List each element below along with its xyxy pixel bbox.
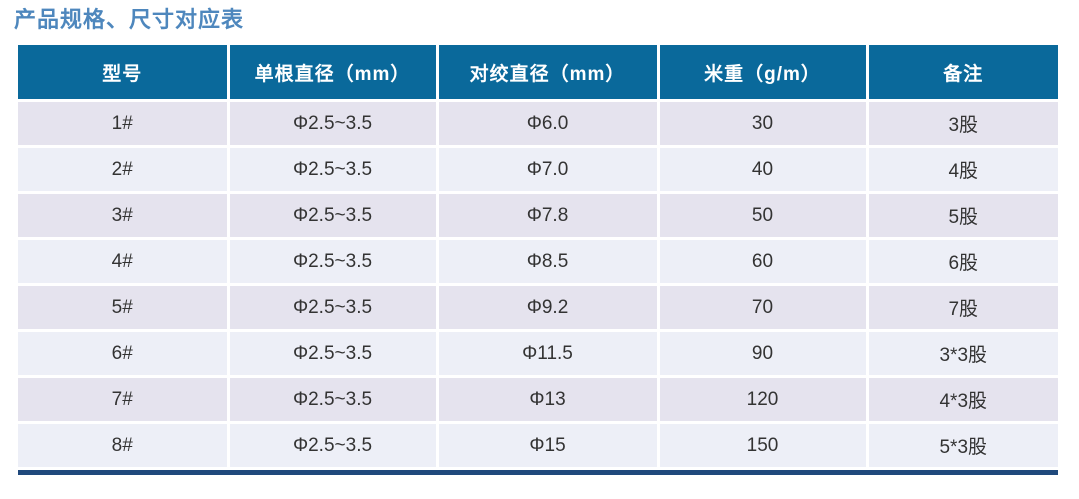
table-cell: 3*3股 <box>865 329 1058 378</box>
table-cell: 30 <box>656 99 869 148</box>
table-cell: Φ2.5~3.5 <box>226 99 439 148</box>
page-title: 产品规格、尺寸对应表 <box>14 7 245 32</box>
header-row: 型号 单根直径（mm） 对绞直径（mm） 米重（g/m） 备注 <box>18 45 1058 102</box>
header-remarks: 备注 <box>865 45 1058 102</box>
table-cell: 1# <box>18 99 230 148</box>
table-cell: Φ2.5~3.5 <box>226 283 439 332</box>
table-row: 1# Φ2.5~3.5 Φ6.0 30 3股 <box>18 99 1058 148</box>
header-single-diameter: 单根直径（mm） <box>226 45 439 102</box>
table-cell: 8# <box>18 421 230 470</box>
header-model: 型号 <box>18 45 230 102</box>
table-cell: 40 <box>656 145 869 194</box>
table-cell: 6# <box>18 329 230 378</box>
table-cell: 4股 <box>865 145 1058 194</box>
table-row: 4# Φ2.5~3.5 Φ8.5 60 6股 <box>18 237 1058 286</box>
table-cell: Φ8.5 <box>435 237 660 286</box>
table-cell: Φ7.0 <box>435 145 660 194</box>
table-row: 2# Φ2.5~3.5 Φ7.0 40 4股 <box>18 145 1058 194</box>
table-cell: Φ2.5~3.5 <box>226 191 439 240</box>
table-header: 型号 单根直径（mm） 对绞直径（mm） 米重（g/m） 备注 <box>18 45 1058 102</box>
table-cell: 3股 <box>865 99 1058 148</box>
table-cell: 5股 <box>865 191 1058 240</box>
table-cell: Φ15 <box>435 421 660 470</box>
table-cell: Φ13 <box>435 375 660 424</box>
table-cell: 6股 <box>865 237 1058 286</box>
table-cell: Φ6.0 <box>435 99 660 148</box>
table-cell: 120 <box>656 375 869 424</box>
table-cell: 5*3股 <box>865 421 1058 470</box>
table-cell: 150 <box>656 421 869 470</box>
table-cell: 4*3股 <box>865 375 1058 424</box>
table-row: 7# Φ2.5~3.5 Φ13 120 4*3股 <box>18 375 1058 424</box>
spec-table-container: 型号 单根直径（mm） 对绞直径（mm） 米重（g/m） 备注 1# Φ2.5~3… <box>18 45 1058 475</box>
table-cell: 90 <box>656 329 869 378</box>
header-meter-weight: 米重（g/m） <box>656 45 869 102</box>
table-row: 8# Φ2.5~3.5 Φ15 150 5*3股 <box>18 421 1058 470</box>
table-row: 6# Φ2.5~3.5 Φ11.5 90 3*3股 <box>18 329 1058 378</box>
table-cell: Φ2.5~3.5 <box>226 421 439 470</box>
table-cell: Φ2.5~3.5 <box>226 145 439 194</box>
table-cell: 7# <box>18 375 230 424</box>
table-cell: Φ7.8 <box>435 191 660 240</box>
table-cell: Φ2.5~3.5 <box>226 329 439 378</box>
table-row: 3# Φ2.5~3.5 Φ7.8 50 5股 <box>18 191 1058 240</box>
table-cell: 3# <box>18 191 230 240</box>
table-cell: 7股 <box>865 283 1058 332</box>
table-body: 1# Φ2.5~3.5 Φ6.0 30 3股 2# Φ2.5~3.5 Φ7.0 40 4股 3# Φ2… <box>18 99 1058 470</box>
table-cell: Φ11.5 <box>435 329 660 378</box>
table-cell: 50 <box>656 191 869 240</box>
header-twisted-diameter: 对绞直径（mm） <box>435 45 660 102</box>
table-cell: 4# <box>18 237 230 286</box>
table-cell: 5# <box>18 283 230 332</box>
table-cell: Φ2.5~3.5 <box>226 375 439 424</box>
table-cell: 70 <box>656 283 869 332</box>
table-cell: Φ9.2 <box>435 283 660 332</box>
table-cell: 60 <box>656 237 869 286</box>
table-cell: 2# <box>18 145 230 194</box>
spec-table: 型号 单根直径（mm） 对绞直径（mm） 米重（g/m） 备注 1# Φ2.5~3… <box>18 45 1058 470</box>
table-row: 5# Φ2.5~3.5 Φ9.2 70 7股 <box>18 283 1058 332</box>
table-cell: Φ2.5~3.5 <box>226 237 439 286</box>
